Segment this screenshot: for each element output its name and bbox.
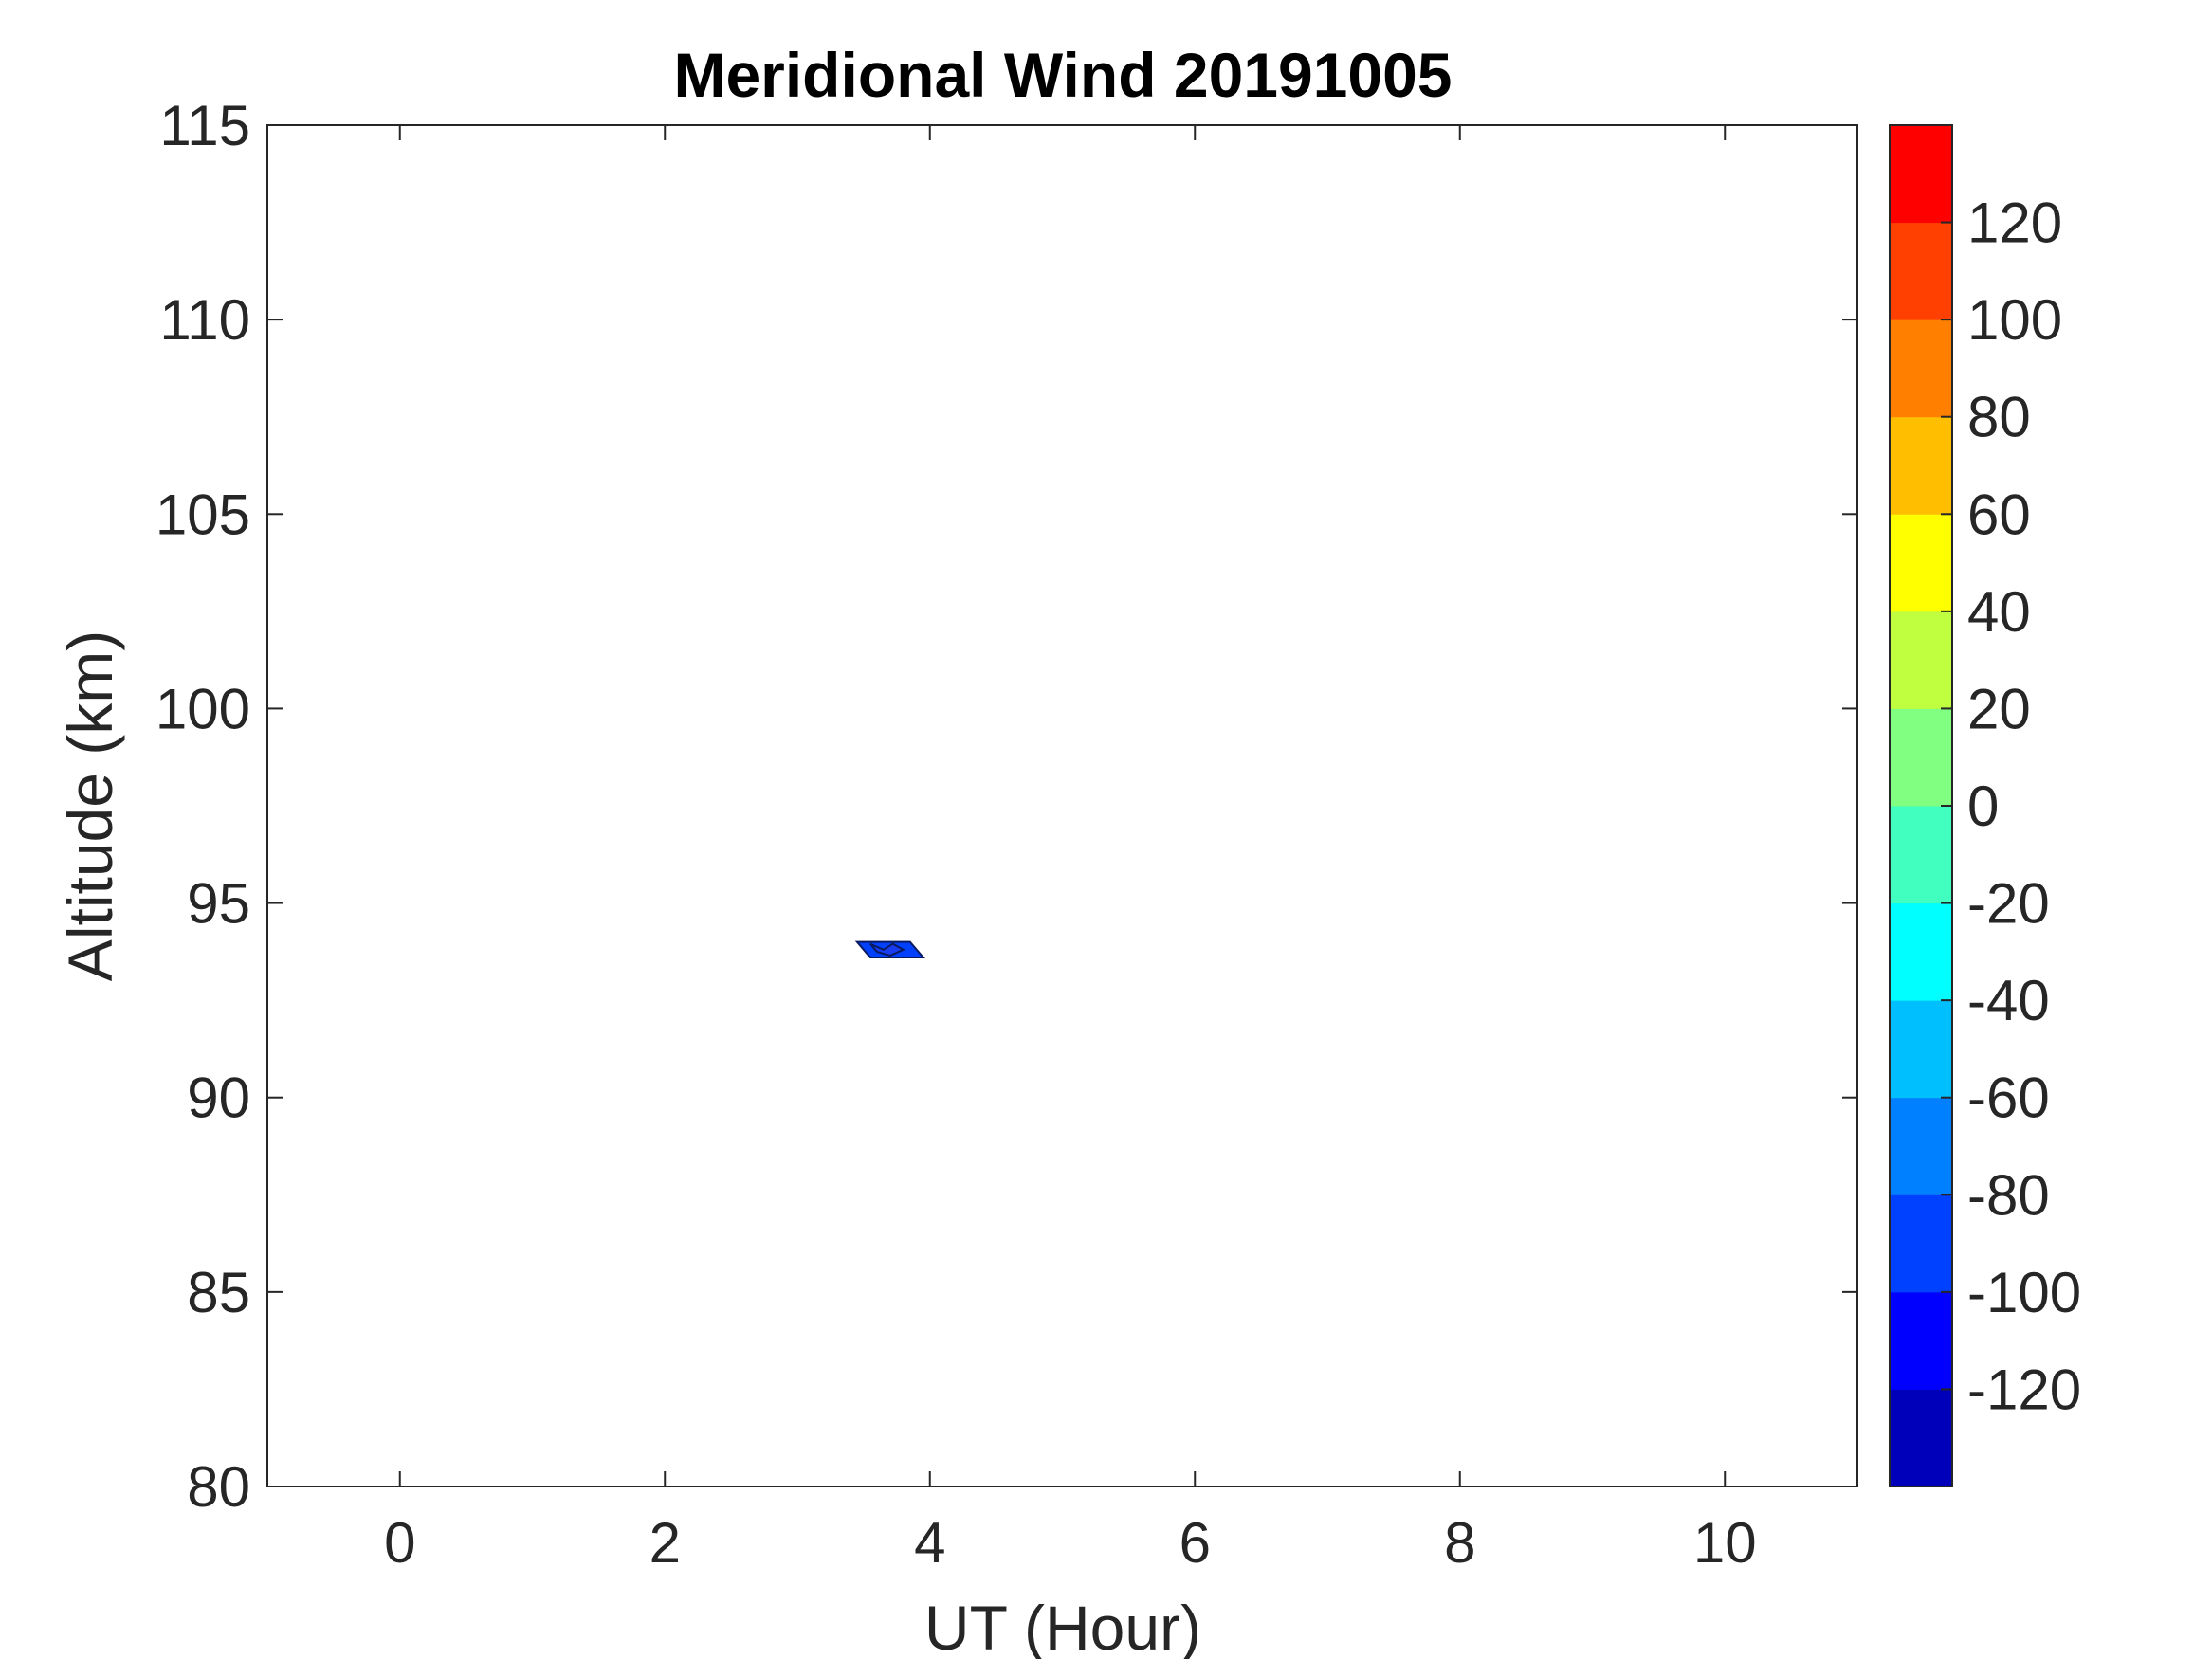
colorbar-tick-label: -120 bbox=[1967, 1358, 2081, 1421]
colorbar-tick-label: 100 bbox=[1967, 288, 2062, 352]
colorbar-level bbox=[1890, 806, 1952, 904]
colorbar-level bbox=[1890, 222, 1952, 320]
colorbar-level bbox=[1890, 1000, 1952, 1099]
chart-title: Meridional Wind 20191005 bbox=[673, 40, 1452, 110]
y-axis-ticks: 80 85 90 95 100 105 110 115 bbox=[155, 94, 1857, 1519]
colorbar-tick-label: -20 bbox=[1967, 872, 2050, 936]
colorbar-tick-label: -100 bbox=[1967, 1261, 2081, 1324]
x-tick-label: 2 bbox=[649, 1511, 681, 1575]
y-tick-label: 105 bbox=[155, 483, 250, 546]
x-tick-label: 4 bbox=[914, 1511, 945, 1575]
y-axis-label: Altitude (km) bbox=[55, 630, 125, 981]
x-tick-label: 0 bbox=[384, 1511, 415, 1575]
y-tick-label: 85 bbox=[187, 1261, 250, 1324]
colorbar-tick-label: -80 bbox=[1967, 1163, 2050, 1227]
y-tick-label: 110 bbox=[159, 288, 250, 352]
colorbar-tick-label: 0 bbox=[1967, 775, 1999, 838]
colorbar-tick-label: 60 bbox=[1967, 483, 2031, 546]
colorbar-tick-label: 120 bbox=[1967, 191, 2062, 255]
x-tick-label: 10 bbox=[1693, 1511, 1757, 1575]
colorbar-tick-label: 40 bbox=[1967, 580, 2031, 644]
y-tick-label: 115 bbox=[159, 94, 250, 157]
x-axis-label: UT (Hour) bbox=[924, 1593, 1201, 1659]
colorbar-ticks: -120 -100 -80 -60 -40 -20 0 20 40 60 80 100 120 bbox=[1941, 191, 2081, 1421]
colorbar-levels bbox=[1890, 125, 1952, 1487]
colorbar-level bbox=[1890, 708, 1952, 807]
plot-area: 0 2 4 6 8 10 80 85 90 95 100 105 110 115 bbox=[155, 94, 1858, 1575]
y-tick-label: 95 bbox=[187, 872, 250, 936]
colorbar-level bbox=[1890, 514, 1952, 612]
colorbar-level bbox=[1890, 611, 1952, 709]
colorbar-level bbox=[1890, 319, 1952, 418]
colorbar-tick-label: -60 bbox=[1967, 1066, 2050, 1130]
x-axis-ticks: 0 2 4 6 8 10 bbox=[384, 125, 1757, 1575]
contour-patch bbox=[869, 942, 906, 957]
colorbar-level bbox=[1890, 1097, 1952, 1195]
x-tick-label: 8 bbox=[1444, 1511, 1475, 1575]
colorbar: -120 -100 -80 -60 -40 -20 0 20 40 60 80 100 120 bbox=[1889, 124, 2081, 1487]
contour-patches bbox=[854, 940, 925, 958]
colorbar-level bbox=[1890, 416, 1952, 515]
colorbar-tick-label: 80 bbox=[1967, 386, 2031, 449]
colorbar-tick-label: 20 bbox=[1967, 677, 2031, 740]
axes-box bbox=[266, 124, 1858, 1487]
axes-background bbox=[267, 125, 1857, 1486]
colorbar-level bbox=[1890, 1291, 1952, 1390]
colorbar-level bbox=[1890, 125, 1952, 224]
y-tick-label: 80 bbox=[187, 1455, 250, 1519]
colorbar-level bbox=[1890, 1194, 1952, 1293]
colorbar-tick-label: -40 bbox=[1967, 969, 2050, 1032]
colorbar-level bbox=[1890, 902, 1952, 1001]
colorbar-level bbox=[1890, 1389, 1952, 1487]
y-tick-label: 100 bbox=[155, 677, 250, 740]
y-tick-label: 90 bbox=[187, 1066, 250, 1130]
x-tick-label: 6 bbox=[1179, 1511, 1211, 1575]
